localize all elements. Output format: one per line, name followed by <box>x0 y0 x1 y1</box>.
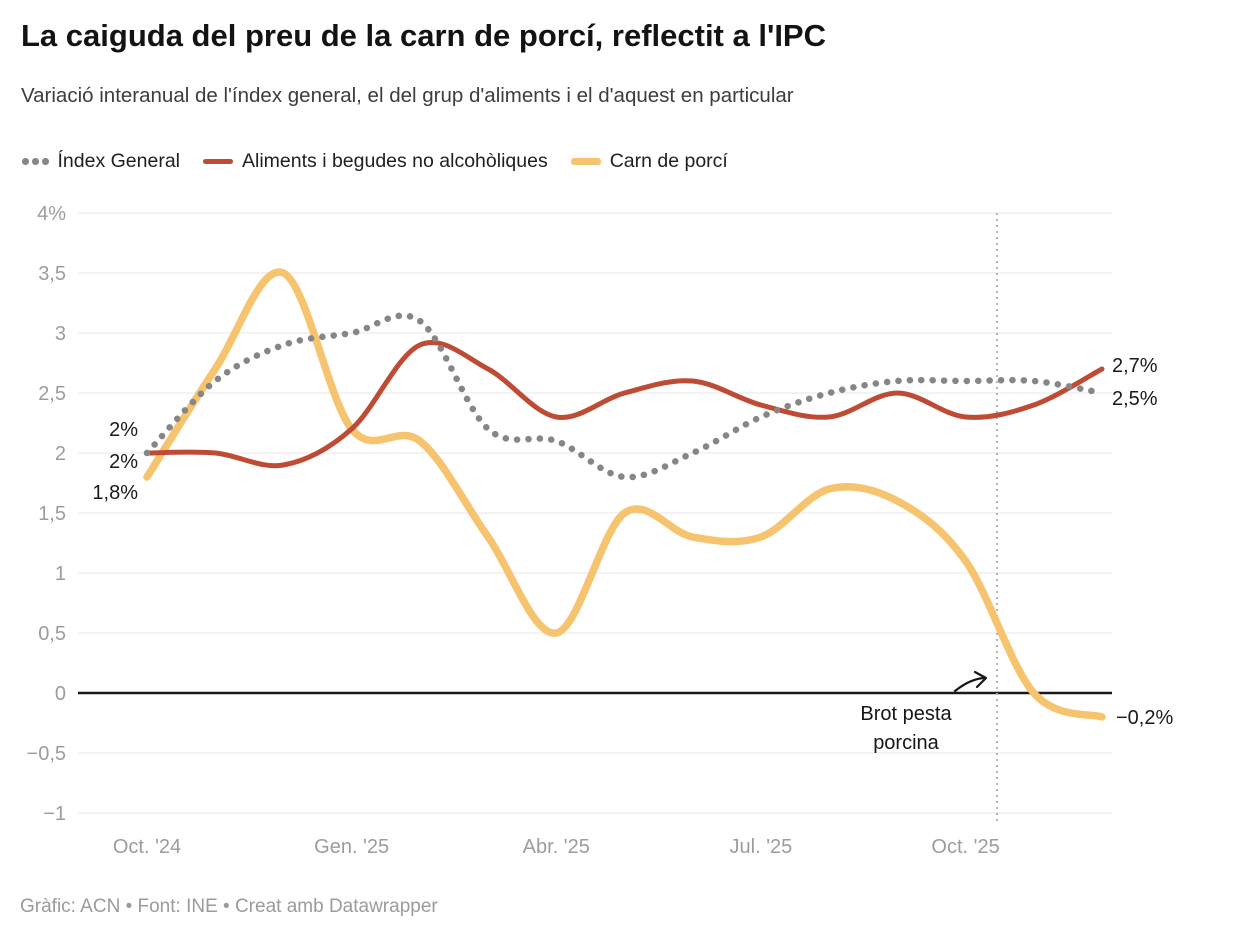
line-swatch-icon <box>570 158 601 165</box>
y-axis-label: 3,5 <box>38 263 66 285</box>
legend-item-index-general: Índex General <box>22 150 180 173</box>
x-axis-label: Gen. '25 <box>314 836 389 858</box>
annotation-arrowhead-icon <box>973 670 988 689</box>
legend-label: Índex General <box>57 150 181 172</box>
chart-subtitle: Variació interanual de l'índex general, … <box>21 84 794 107</box>
x-axis-label: Oct. '25 <box>931 836 999 858</box>
y-axis-label: 2,5 <box>38 383 66 405</box>
legend: Índex General Aliments i begudes no alcoh… <box>22 150 728 173</box>
x-axis-label: Oct. '24 <box>113 836 181 858</box>
event-annotation-label: Brot pesta porcina <box>860 703 952 754</box>
y-axis-label: 4% <box>37 203 66 225</box>
dot <box>32 158 39 165</box>
y-axis-label: −1 <box>43 803 66 825</box>
series-line-aliments <box>144 340 1105 469</box>
y-axis-label: 2 <box>55 443 66 465</box>
annotation-arrow-icon <box>953 676 986 693</box>
y-axis-label: −0,5 <box>27 743 66 765</box>
value-label: −0,2% <box>1116 707 1173 729</box>
legend-item-aliments: Aliments i begudes no alcohòliques <box>203 150 548 173</box>
x-axis-label: Abr. '25 <box>523 836 590 858</box>
y-axis-label: 0 <box>55 683 66 705</box>
y-axis-label: 3 <box>55 323 66 345</box>
y-axis-label: 0,5 <box>38 623 66 645</box>
value-label: 2% <box>109 451 138 473</box>
y-axis-label: 1 <box>55 563 66 585</box>
dotted-line-swatch-icon <box>22 158 49 165</box>
chart-title: La caiguda del preu de la carn de porcí,… <box>21 18 827 53</box>
line-swatch-icon <box>203 159 233 164</box>
legend-label: Carn de porcí <box>609 150 728 172</box>
legend-label: Aliments i begudes no alcohòliques <box>242 150 548 172</box>
value-label: 2% <box>109 419 138 441</box>
value-label: 2,5% <box>1112 388 1158 410</box>
dot <box>42 158 49 165</box>
value-label: 2,7% <box>1112 355 1158 377</box>
dot <box>22 158 29 165</box>
x-axis-label: Jul. '25 <box>730 836 793 858</box>
line-chart: 4% 3,5 3 2,5 2 1,5 1 0,5 0 −0,5 −1 Oct. '24 Gen. '25… <box>27 203 1174 858</box>
y-axis-label: 1,5 <box>38 503 66 525</box>
series-line-carn-de-porci <box>143 268 1106 721</box>
value-label: 1,8% <box>92 482 138 504</box>
legend-item-carn-de-porci: Carn de porcí <box>570 150 728 173</box>
footer-credit: Gràfic: ACN • Font: INE • Creat amb Data… <box>20 896 438 917</box>
